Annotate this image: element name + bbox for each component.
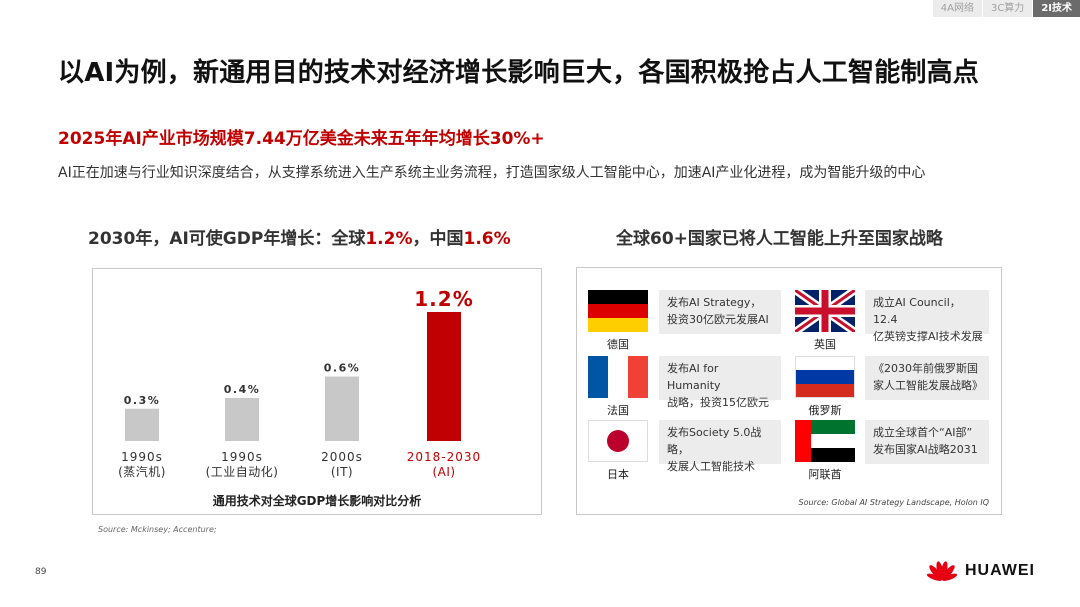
bar-value-label: 1.2%	[414, 287, 473, 311]
country-desc-uae: 成立全球首个“AI部” 发布国家AI战略2031	[865, 420, 989, 464]
strategy-heading: 全球60+国家已将人工智能上升至国家战略	[616, 229, 943, 249]
bar	[325, 376, 359, 441]
country-desc-line: 发布Society 5.0战略，	[667, 426, 762, 456]
x-tick-label: 1990s	[121, 450, 163, 464]
nav-tab-2i[interactable]: 2I技术	[1032, 0, 1080, 17]
country-strategy-panel: 德国 发布AI Strategy， 投资30亿欧元发展AI 英国 成立AI Co…	[576, 267, 1002, 515]
nav-tab-4a[interactable]: 4A网络	[931, 0, 982, 17]
country-desc-line: 家人工智能发展战略》	[873, 379, 983, 392]
x-tick-label: 2018-2030	[407, 450, 481, 464]
x-tick-sublabel: (AI)	[432, 465, 455, 479]
gdp-heading: 2030年，AI可使GDP年增长：全球1.2%，中国1.6%	[88, 224, 511, 249]
gdp-heading-mid: ，中国	[412, 229, 464, 249]
strategy-source: Source: Global AI Strategy Landscape, Ho…	[798, 498, 989, 507]
country-name-france: 法国	[607, 404, 629, 417]
huawei-flower-icon	[926, 561, 958, 581]
country-desc-uk: 成立AI Council，12.4 亿英镑支撑AI技术发展	[865, 290, 989, 343]
nav-tab-3c[interactable]: 3C算力	[981, 0, 1033, 17]
country-desc-japan: 发布Society 5.0战略， 发展人工智能技术	[659, 420, 781, 473]
country-desc-line: 发展人工智能技术	[667, 460, 755, 473]
country-desc-line: 发布AI Strategy，	[667, 296, 762, 309]
uae-flag-icon	[795, 420, 855, 462]
gdp-heading-china-value: 1.6%	[463, 229, 511, 249]
gdp-heading-global-value: 1.2%	[365, 229, 413, 249]
japan-flag-icon	[588, 420, 648, 462]
country-desc-line: 战略，投资15亿欧元	[667, 396, 769, 409]
bar-value-label: 0.4%	[224, 383, 261, 396]
slide-description: AI正在加速与行业知识深度结合，从支撑系统进入生产系统主业务流程，打造国家级人工…	[58, 165, 926, 181]
country-desc-line: 亿英镑支撑AI技术发展	[873, 330, 983, 343]
x-tick-sublabel: (IT)	[331, 465, 353, 479]
x-tick-label: 1990s	[221, 450, 263, 464]
uk-flag-graphic	[795, 290, 855, 332]
huawei-logo: HUAWEI	[925, 558, 1035, 584]
market-size-subtitle: 2025年AI产业市场规模7.44万亿美金未来五年年均增长30%+	[58, 129, 545, 149]
gdp-heading-prefix: 2030年，AI可使GDP年增长：全球	[88, 229, 366, 249]
slide-title: 以AI为例，新通用目的技术对经济增长影响巨大，各国积极抢占人工智能制高点	[58, 58, 979, 88]
top-nav-tabs: 4A网络 3C算力 2I技术	[931, 0, 1080, 17]
gdp-bar-chart: 0.3%1990s(蒸汽机)0.4%1990s(工业自动化)0.6%2000s(…	[118, 287, 481, 479]
chart-source: Source: Mckinsey; Accenture;	[98, 525, 217, 534]
x-tick-sublabel: (蒸汽机)	[118, 464, 166, 479]
germany-flag-icon	[588, 290, 648, 332]
country-name-uae: 阿联酋	[808, 468, 842, 481]
chart-caption: 通用技术对全球GDP增长影响对比分析	[212, 494, 422, 508]
bar	[125, 408, 159, 441]
country-name-uk: 英国	[814, 338, 836, 351]
country-desc-line: 《2030年前俄罗斯国	[873, 362, 978, 375]
country-desc-line: 投资30亿欧元发展AI	[667, 313, 769, 326]
country-name-japan: 日本	[607, 468, 629, 481]
x-tick-label: 2000s	[321, 450, 363, 464]
bar	[427, 312, 461, 441]
uk-flag-icon	[795, 290, 855, 332]
page-number: 89	[35, 567, 47, 577]
country-name-russia: 俄罗斯	[808, 404, 842, 417]
gdp-chart-panel: 0.3% 1990s (蒸汽机) 0.4% 1990s (工业自动化) 0.6% 2000s(…	[92, 268, 542, 515]
country-name-germany: 德国	[607, 338, 629, 351]
x-tick-sublabel: (工业自动化)	[206, 465, 279, 479]
russia-flag-icon	[795, 356, 855, 398]
country-desc-line: 发布国家AI战略2031	[873, 443, 978, 456]
bar-value-label: 0.6%	[324, 362, 361, 375]
country-desc-line: 发布AI for Humanity	[667, 362, 721, 392]
brand-name: HUAWEI	[965, 562, 1035, 579]
bar-value-label: 0.3%	[124, 394, 161, 407]
country-desc-france: 发布AI for Humanity 战略，投资15亿欧元	[659, 356, 781, 409]
country-desc-russia: 《2030年前俄罗斯国 家人工智能发展战略》	[865, 356, 989, 400]
country-desc-line: 成立全球首个“AI部”	[873, 426, 973, 439]
country-desc-germany: 发布AI Strategy， 投资30亿欧元发展AI	[659, 290, 781, 334]
country-desc-line: 成立AI Council，12.4	[873, 296, 961, 326]
france-flag-icon	[588, 356, 648, 398]
bar	[225, 398, 259, 441]
